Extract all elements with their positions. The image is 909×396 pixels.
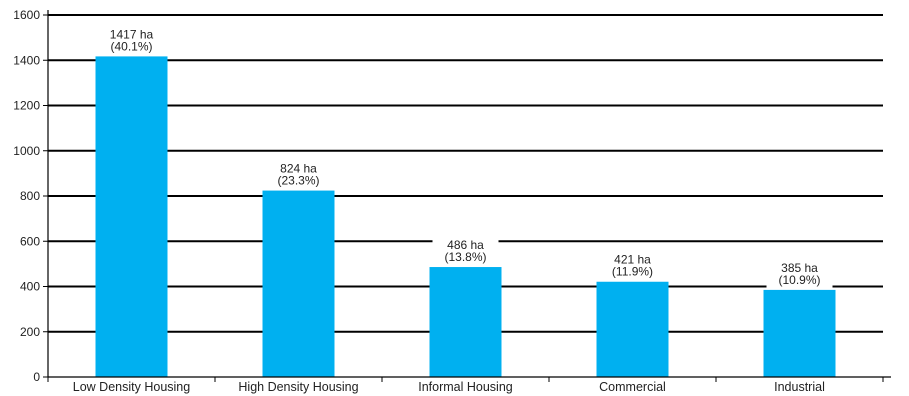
x-tick-label: Industrial	[774, 380, 825, 394]
data-label-background	[599, 252, 666, 280]
data-label-background	[432, 238, 499, 266]
y-tick-label: 1000	[13, 144, 40, 158]
y-tick-label: 0	[33, 370, 40, 384]
bars	[95, 56, 836, 378]
y-tick-label: 1400	[13, 53, 40, 67]
bar	[95, 56, 168, 378]
bar	[262, 190, 335, 377]
y-tick-label: 400	[20, 280, 40, 294]
labels: 0 200 400 600 800 1000 1200 1400 1600 Low Density…	[13, 8, 833, 394]
data-label: 1417 ha	[110, 27, 154, 41]
bar	[429, 267, 502, 377]
x-tick-label: Informal Housing	[418, 380, 513, 394]
bar	[596, 281, 669, 377]
data-label: (40.1%)	[110, 39, 152, 53]
data-label: 421 ha	[614, 253, 651, 267]
data-label-background	[265, 161, 332, 189]
bar	[763, 289, 836, 377]
data-label: (23.3%)	[277, 174, 319, 188]
data-label: (11.9%)	[612, 265, 653, 279]
y-tick-label: 600	[20, 234, 40, 248]
data-label: (13.8%)	[444, 250, 486, 264]
y-tick-label: 800	[20, 189, 40, 203]
data-label-background	[766, 260, 833, 288]
y-tick-label: 1600	[13, 8, 40, 22]
x-tick-label: Low Density Housing	[73, 380, 190, 394]
data-label: 385 ha	[781, 261, 818, 275]
data-label-background	[98, 27, 165, 55]
axes	[43, 10, 891, 382]
y-tick-label: 200	[20, 325, 40, 339]
y-tick-label: 1200	[13, 99, 40, 113]
data-label: 486 ha	[447, 238, 484, 252]
data-label: 824 ha	[280, 162, 317, 176]
x-tick-label: Commercial	[599, 380, 666, 394]
data-label: (10.9%)	[778, 273, 820, 287]
x-tick-label: High Density Housing	[238, 380, 358, 394]
